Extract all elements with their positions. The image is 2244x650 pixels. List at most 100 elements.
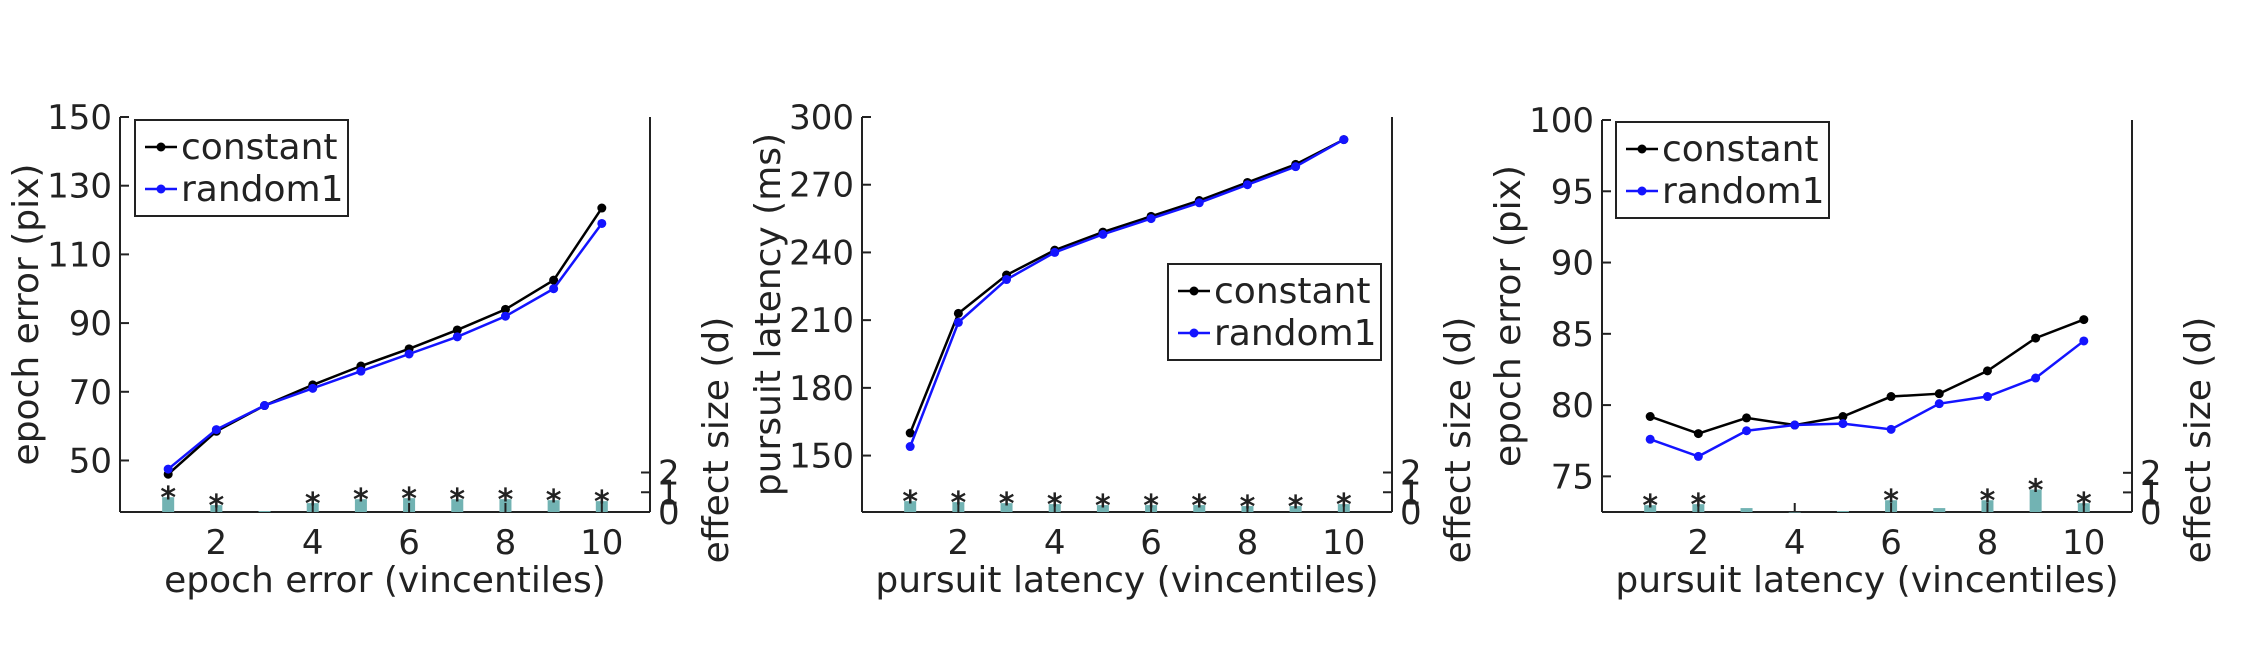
chart1-y-tick-label-90: 90 <box>69 304 112 344</box>
chart2-x-tick-label-2: 2 <box>948 523 970 563</box>
chart2-point-random1-8 <box>1242 180 1252 190</box>
chart1-legend-label-random1: random1 <box>181 169 344 210</box>
chart1-legend-marker-random1 <box>156 184 166 194</box>
chart1-legend-label-constant: constant <box>181 127 338 168</box>
chart2-significance-star-9: * <box>1288 490 1304 525</box>
chart3-point-random1-5 <box>1838 419 1848 429</box>
chart2-effect-bar-7 <box>1193 505 1206 512</box>
chart1-right-axis-label: effect size (d) <box>696 317 737 564</box>
chart1-effect-bar-7 <box>451 499 464 512</box>
chart1-legend-marker-constant <box>156 142 166 152</box>
chart2-right-axis-label: effect size (d) <box>1438 317 1479 564</box>
chart2-series-line-random1 <box>909 138 1345 447</box>
chart3-effect-bar-3 <box>1740 508 1753 512</box>
chart2-point-random1-1 <box>905 442 915 452</box>
chart2-y-tick-label-240: 240 <box>789 233 854 273</box>
chart3-y-tick-label-90: 90 <box>1551 244 1594 284</box>
chart2-y-tick-label-300: 300 <box>789 98 854 138</box>
chart3-y-tick-label-80: 80 <box>1551 386 1594 426</box>
chart1-series-line-random1 <box>167 222 603 471</box>
chart3-point-random1-9 <box>2031 373 2041 383</box>
chart3-right-tick-label-2: 2 <box>2140 454 2162 494</box>
chart1-x-tick-label-6: 6 <box>398 523 420 563</box>
chart2-right-tick-label-1: 1 <box>1400 473 1422 513</box>
chart3-point-constant-9 <box>2031 333 2041 343</box>
chart1-point-random1-8 <box>500 311 510 321</box>
chart1-right-tick-label-0: 0 <box>658 493 680 533</box>
chart2-legend-label-constant: constant <box>1214 271 1371 312</box>
chart2-y-tick-label-210: 210 <box>789 301 854 341</box>
chart2-legend-marker-random1 <box>1189 328 1199 338</box>
chart2-y-tick-label-150: 150 <box>789 437 854 477</box>
chart1-significance-star-5: * <box>353 483 369 518</box>
chart3-legend-marker-constant <box>1637 144 1647 154</box>
chart2-point-random1-9 <box>1291 162 1301 172</box>
chart3-point-constant-7 <box>1934 389 1944 399</box>
chart3-legend-box <box>1615 121 1830 219</box>
chart1-y-tick-label-150: 150 <box>47 98 112 138</box>
chart2-x-tick-label-6: 6 <box>1140 523 1162 563</box>
chart1-significance-star-6: * <box>401 482 417 517</box>
chart1-legend-box <box>134 119 349 217</box>
chart2-significance-star-7: * <box>1191 489 1207 524</box>
chart1-point-random1-2 <box>211 425 221 435</box>
chart3-point-random1-3 <box>1742 426 1752 436</box>
chart1-significance-star-10: * <box>594 485 610 520</box>
chart2-significance-star-5: * <box>1095 489 1111 524</box>
chart1-point-constant-7 <box>452 325 462 335</box>
chart-panel-2: **********246810150180210240270300012pur… <box>748 98 1479 601</box>
chart3-point-random1-6 <box>1886 424 1896 434</box>
chart3-point-constant-1 <box>1645 411 1655 421</box>
chart3-legend-label-random1: random1 <box>1662 171 1825 212</box>
chart3-significance-star-6: * <box>1883 484 1899 519</box>
chart3-effect-bar-7 <box>1933 508 1946 512</box>
chart2-effect-bar-9 <box>1289 506 1302 512</box>
chart2-point-random1-7 <box>1194 198 1204 208</box>
chart1-x-tick-label-2: 2 <box>206 523 228 563</box>
chart3-effect-bar-5 <box>1836 511 1849 512</box>
chart3-x-axis-label: pursuit latency (vincentiles) <box>1615 560 2118 601</box>
chart2-y-tick-label-180: 180 <box>789 369 854 409</box>
chart1-y-tick-label-130: 130 <box>47 167 112 207</box>
chart3-effect-bar-9 <box>2029 489 2042 512</box>
chart2-legend-marker-constant <box>1189 286 1199 296</box>
chart1-right-tick-label-1: 1 <box>658 473 680 513</box>
chart3-x-tick-label-8: 8 <box>1977 523 1999 563</box>
chart2-x-tick-label-8: 8 <box>1237 523 1259 563</box>
chart3-point-constant-2 <box>1693 429 1703 439</box>
chart3-y-tick-label-85: 85 <box>1551 315 1594 355</box>
chart3-significance-star-9: * <box>2028 473 2044 508</box>
chart1-x-axis-label: epoch error (vincentiles) <box>164 560 606 601</box>
chart2-effect-bar-3 <box>1000 503 1013 512</box>
chart2-y-axis-label: pursuit latency (ms) <box>748 133 789 496</box>
chart1-series-line-constant <box>167 207 603 476</box>
chart2-right-tick-label-0: 0 <box>1400 493 1422 533</box>
chart1-point-random1-5 <box>356 366 366 376</box>
chart2-series-line-constant <box>909 138 1345 434</box>
chart2-significance-star-3: * <box>999 487 1015 522</box>
chart1-significance-star-8: * <box>498 483 514 518</box>
chart1-effect-bar-1 <box>162 497 175 512</box>
chart1-effect-bar-9 <box>547 500 560 512</box>
chart3-series-line-constant <box>1649 318 2085 435</box>
chart2-legend-label-random1: random1 <box>1214 313 1377 354</box>
chart1-point-random1-7 <box>452 332 462 342</box>
chart3-point-random1-8 <box>1982 392 1992 402</box>
chart2-x-tick-label-10: 10 <box>1322 523 1365 563</box>
chart3-point-random1-10 <box>2079 336 2089 346</box>
chart2-point-random1-2 <box>953 317 963 327</box>
chart1-x-tick-label-8: 8 <box>495 523 517 563</box>
chart1-effect-bar-5 <box>354 499 367 512</box>
chart2-point-random1-3 <box>1002 275 1012 285</box>
chart1-y-tick-label-50: 50 <box>69 441 112 481</box>
chart3-y-tick-label-95: 95 <box>1551 172 1594 212</box>
chart1-x-tick-label-10: 10 <box>580 523 623 563</box>
chart2-right-tick-label-2: 2 <box>1400 454 1422 494</box>
chart1-point-constant-10 <box>597 203 607 213</box>
chart2-point-random1-5 <box>1098 229 1108 239</box>
chart3-significance-star-8: * <box>1980 484 1996 519</box>
chart2-point-random1-10 <box>1339 135 1349 145</box>
chart3-series-line-random1 <box>1649 339 2085 458</box>
